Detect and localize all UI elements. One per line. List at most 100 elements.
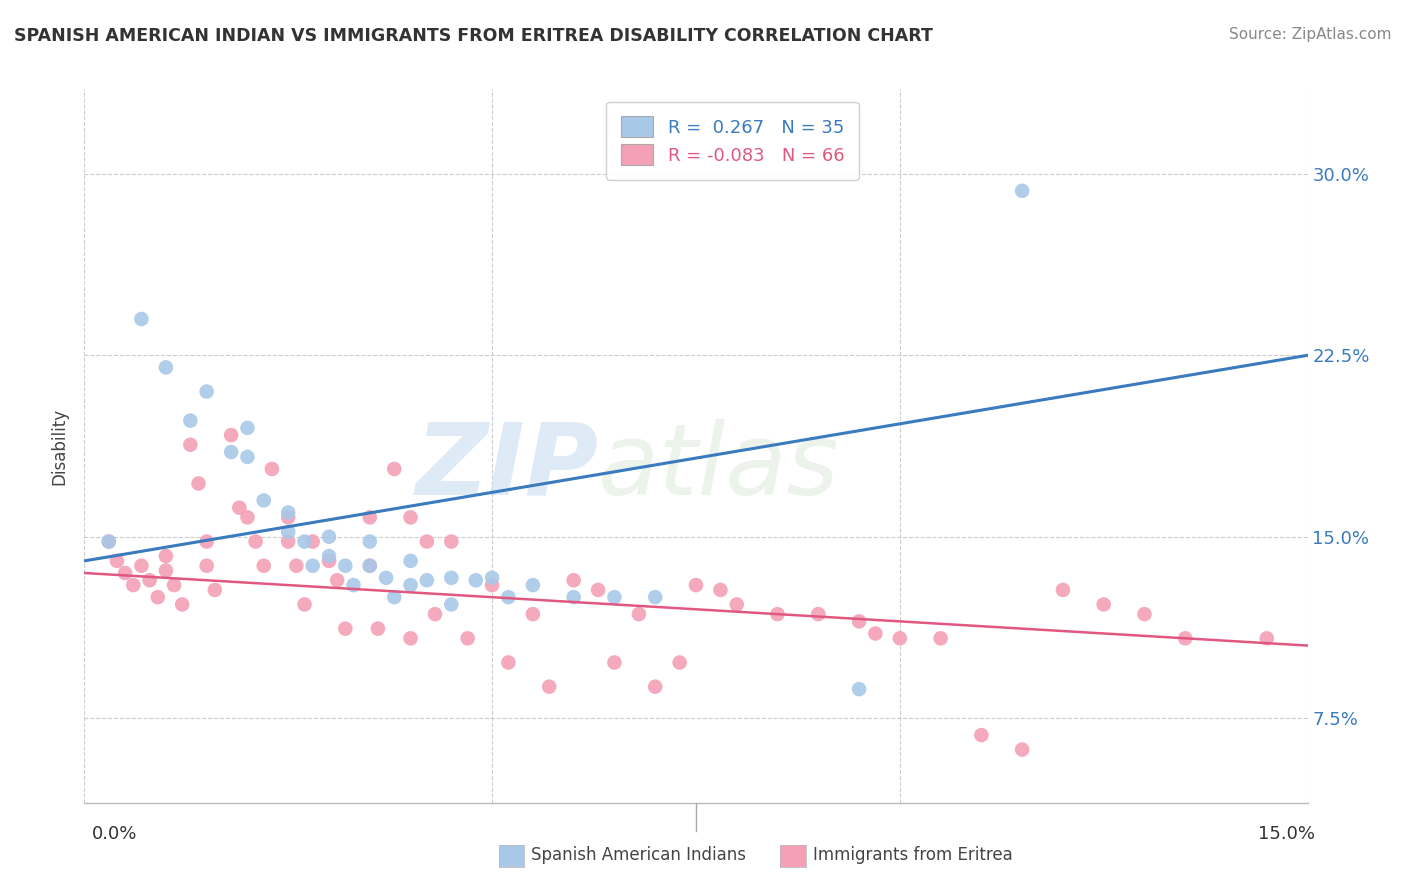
Point (382, 590, 405, 604)
Point (131, 312, 153, 326)
Point (228, 500, 250, 515)
Point (277, 534, 299, 549)
Point (335, 558, 357, 573)
Point (179, 414, 201, 428)
Point (172, 598, 194, 612)
Point (195, 558, 218, 573)
Point (219, 428, 242, 442)
Point (359, 558, 381, 573)
Point (294, 534, 316, 549)
Point (359, 510, 381, 524)
Point (440, 571, 463, 585)
Point (725, 598, 748, 612)
Point (236, 510, 259, 524)
Point (562, 590, 585, 604)
Text: 15.0%: 15.0% (1257, 825, 1315, 843)
Point (97, 534, 120, 549)
Point (253, 493, 276, 508)
Point (498, 656, 520, 670)
Text: SPANISH AMERICAN INDIAN VS IMMIGRANTS FROM ERITREA DISABILITY CORRELATION CHART: SPANISH AMERICAN INDIAN VS IMMIGRANTS FR… (14, 27, 934, 45)
Y-axis label: Disability: Disability (51, 408, 69, 484)
Point (603, 590, 626, 604)
Point (399, 632, 422, 646)
Point (603, 656, 626, 670)
Point (301, 534, 323, 549)
Point (146, 590, 169, 604)
Point (155, 360, 177, 375)
Point (294, 598, 316, 612)
Point (766, 607, 789, 621)
Point (187, 476, 209, 491)
Point (163, 578, 186, 592)
Point (97, 534, 120, 549)
Point (416, 574, 439, 588)
Point (865, 626, 887, 640)
Point (481, 571, 503, 585)
Point (367, 622, 389, 636)
Point (440, 598, 463, 612)
Point (236, 450, 259, 464)
Point (155, 549, 177, 563)
Text: Spanish American Indians: Spanish American Indians (531, 847, 747, 864)
Point (807, 607, 830, 621)
Point (1256, 632, 1278, 646)
Text: Immigrants from Eritrea: Immigrants from Eritrea (813, 847, 1012, 864)
Point (464, 574, 486, 588)
Point (382, 462, 405, 476)
Point (318, 554, 340, 568)
Point (195, 384, 218, 399)
Point (1133, 607, 1156, 621)
Point (277, 510, 299, 524)
Point (538, 680, 561, 694)
Point (122, 578, 145, 592)
Point (277, 506, 299, 520)
Point (359, 534, 381, 549)
Point (627, 607, 650, 621)
Text: Source: ZipAtlas.com: Source: ZipAtlas.com (1229, 27, 1392, 42)
Point (481, 578, 503, 592)
Legend: R =  0.267   N = 35, R = -0.083   N = 66: R = 0.267 N = 35, R = -0.083 N = 66 (606, 102, 859, 179)
Point (326, 574, 349, 588)
Point (245, 534, 267, 549)
Point (105, 554, 128, 568)
Point (457, 632, 479, 646)
Point (644, 680, 666, 694)
Point (586, 582, 609, 597)
Point (342, 578, 364, 592)
Point (848, 615, 870, 629)
Point (375, 571, 398, 585)
Point (970, 728, 993, 742)
Point (709, 582, 731, 597)
Point (179, 438, 201, 452)
Text: ZIP: ZIP (415, 419, 598, 516)
Point (359, 558, 381, 573)
Point (318, 549, 340, 563)
Point (195, 534, 218, 549)
Point (318, 530, 340, 544)
Point (668, 656, 690, 670)
Text: atlas: atlas (598, 419, 839, 516)
Point (335, 622, 357, 636)
Point (399, 510, 422, 524)
Point (1011, 184, 1033, 198)
Point (219, 445, 242, 459)
Point (204, 582, 226, 597)
Point (440, 534, 463, 549)
Point (416, 534, 439, 549)
Point (277, 524, 299, 539)
Point (522, 578, 544, 592)
Point (236, 421, 259, 435)
Point (285, 558, 308, 573)
Point (423, 607, 446, 621)
Point (399, 554, 422, 568)
Point (562, 574, 585, 588)
Point (522, 607, 544, 621)
Point (1052, 582, 1074, 597)
Point (685, 578, 707, 592)
Point (848, 682, 870, 697)
Point (889, 632, 911, 646)
Point (260, 462, 283, 476)
Point (155, 564, 177, 578)
Text: 0.0%: 0.0% (91, 825, 136, 843)
Point (138, 574, 160, 588)
